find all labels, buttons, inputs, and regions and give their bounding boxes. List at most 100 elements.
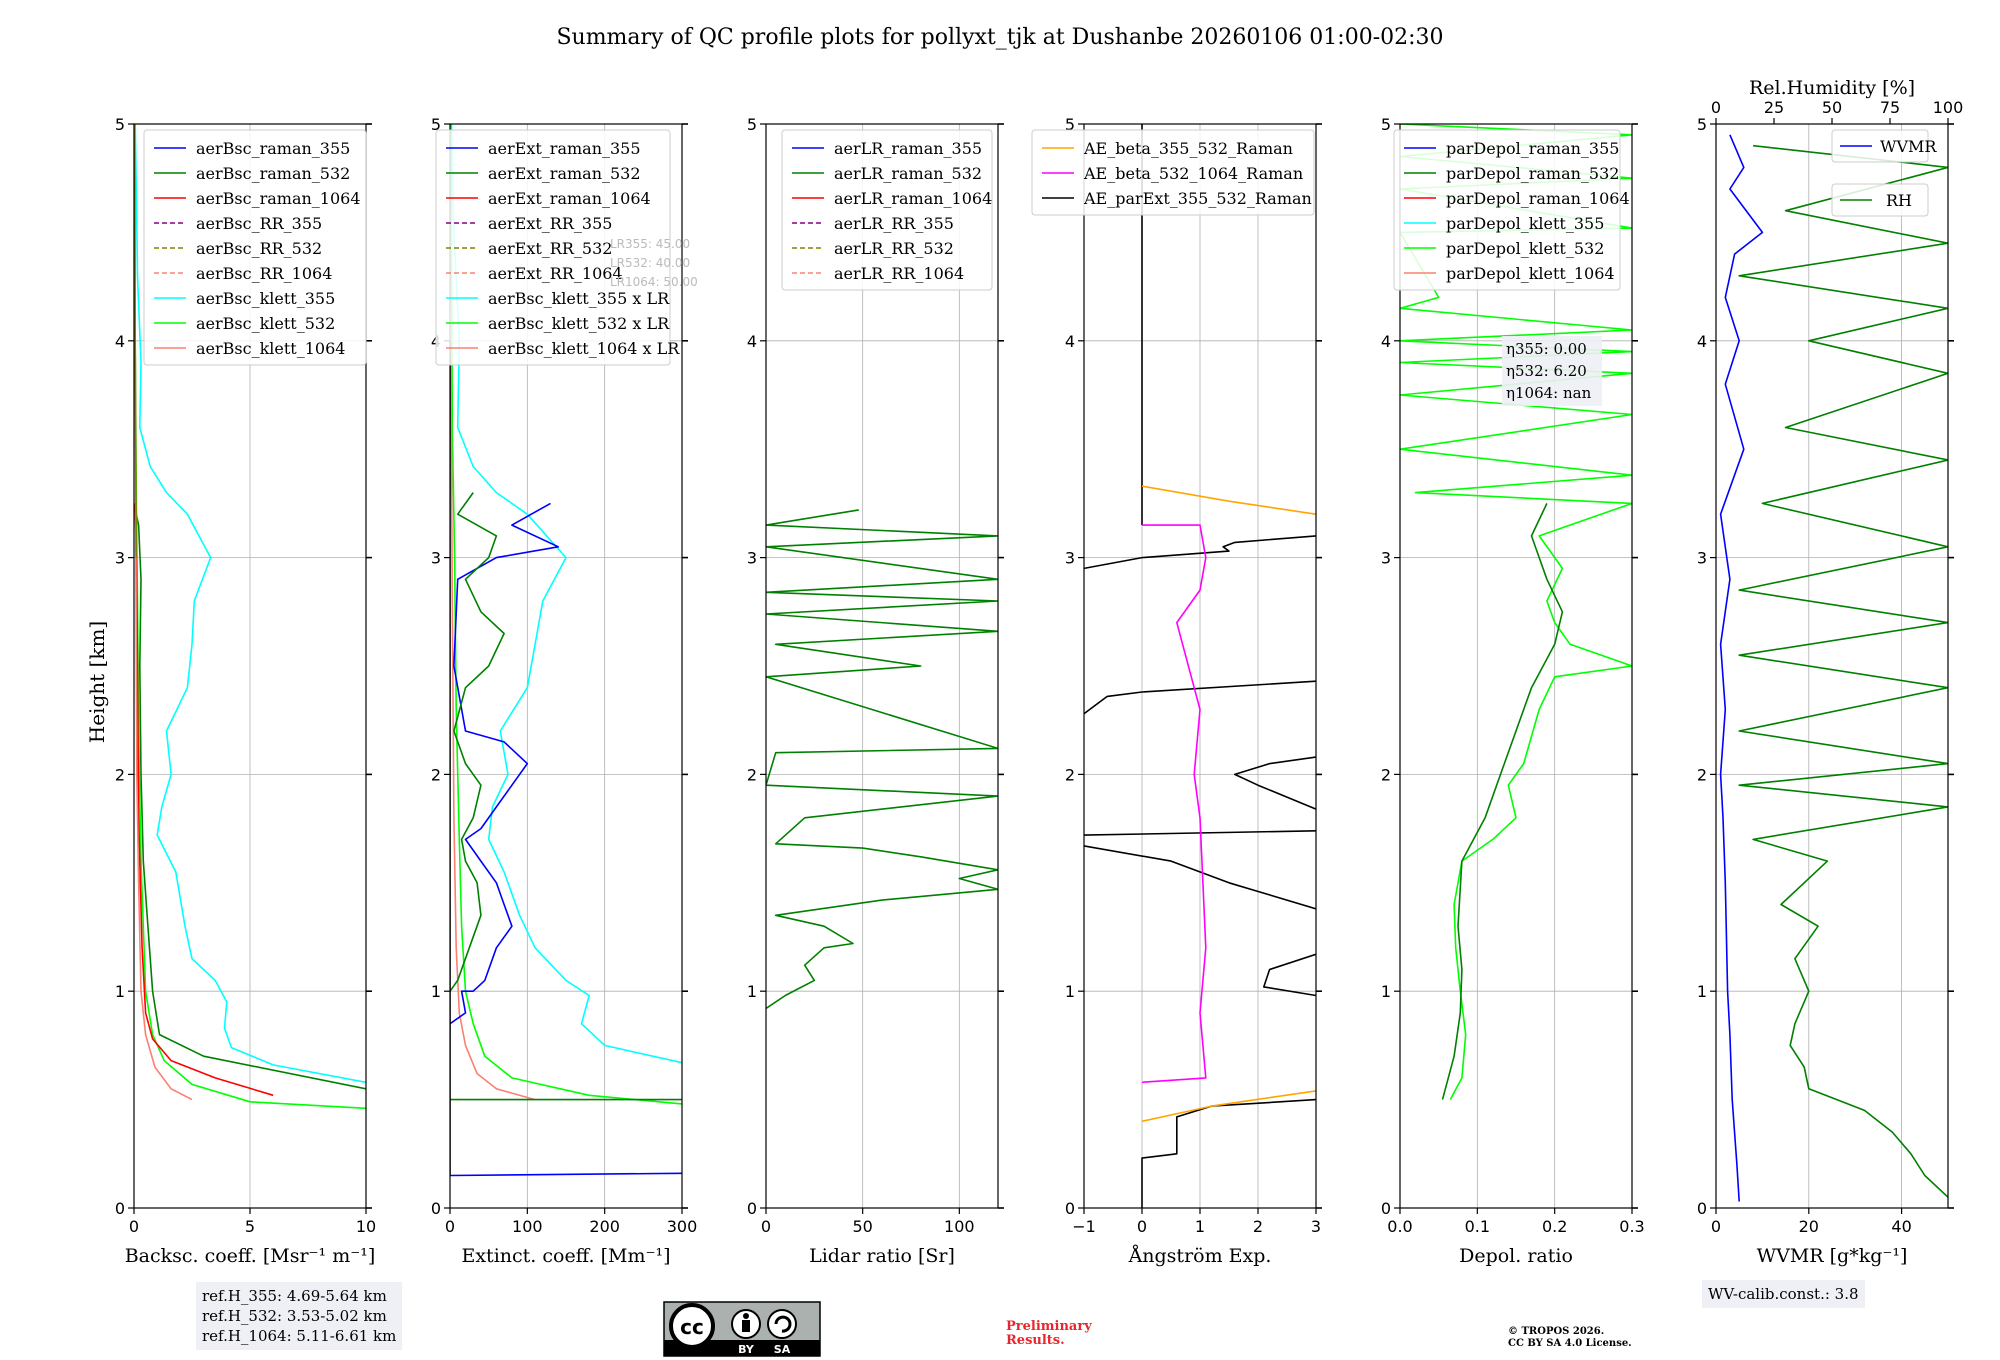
series-line-aerBsc_raman_1064 (134, 503, 274, 1097)
x-tick-label: 100 (512, 1217, 543, 1236)
y-tick-label: 0 (747, 1199, 757, 1218)
legend-label: aerBsc_klett_1064 (196, 339, 345, 358)
legend-label: aerBsc_RR_1064 (196, 264, 332, 283)
series-line-AE_parExt_355_532_Raman_b (1263, 953, 1316, 997)
series-line-aerExt_raman_532 (450, 492, 505, 992)
legend-box (143, 129, 367, 366)
legend-label: WVMR (1880, 137, 1937, 156)
x-tick-label: 0 (1137, 1217, 1147, 1236)
x-tick-label: 300 (667, 1217, 698, 1236)
y-axis-label: Height [km] (85, 621, 109, 743)
series-line-aerBsc_klett_1064 x LR (450, 340, 536, 1101)
y-tick-label: 2 (1381, 765, 1391, 784)
legend-label: aerLR_raman_1064 (834, 189, 992, 208)
series-line-WVMR (1719, 134, 1764, 1202)
series-line-parDepol_raman_532 (1441, 503, 1564, 1100)
y-tick-label: 2 (1065, 765, 1075, 784)
series-line-aerExt_raman_355_low (450, 1172, 682, 1177)
series-line-aerBsc_RR_532 (134, 124, 138, 558)
x-tick-label: 0.2 (1542, 1217, 1567, 1236)
y-tick-label: 0 (115, 1199, 125, 1218)
series-group (766, 509, 998, 1010)
y-tick-label: 2 (115, 765, 125, 784)
series-line-aerBsc_klett_355 (134, 124, 366, 1084)
legend-label: AE_beta_532_1064_Raman (1083, 164, 1303, 183)
series-line-AE_beta_532_1064_Raman (1141, 524, 1207, 1084)
x-tick-label: 50 (852, 1217, 872, 1236)
sa-icon (767, 1309, 797, 1339)
legend-label: aerBsc_raman_1064 (196, 189, 361, 208)
eta-annotation: η532: 6.20 (1506, 362, 1587, 380)
series-line-aerBsc_klett_532 x LR (450, 124, 682, 1105)
x2-axis-label: Rel.Humidity [%] (1749, 77, 1915, 99)
copyright-note: © TROPOS 2026. CC BY SA 4.0 License. (1508, 1326, 1632, 1350)
legend-label: aerBsc_klett_1064 x LR (488, 339, 680, 358)
y-tick-label: 0 (1065, 1199, 1075, 1218)
preliminary-line-2: Results. (1006, 1333, 1065, 1348)
series-line-AE_parExt_355_532_Raman_f (1084, 680, 1316, 715)
y-tick-label: 4 (1065, 332, 1075, 351)
legend-label: aerBsc_RR_532 (196, 239, 322, 258)
sa-label: SA (774, 1343, 791, 1356)
y-tick-label: 3 (115, 549, 125, 568)
y-tick-label: 5 (1381, 115, 1391, 134)
x-tick-label: 0 (1711, 1217, 1721, 1236)
cc-text: cc (680, 1315, 704, 1339)
x-axis-label: Ångström Exp. (1128, 1245, 1272, 1267)
y-tick-label: 4 (1697, 332, 1707, 351)
legend-label: aerLR_RR_1064 (834, 264, 964, 283)
x-tick-label: 200 (589, 1217, 620, 1236)
y-tick-label: 1 (431, 982, 441, 1001)
y-tick-label: 2 (747, 765, 757, 784)
series-line-RH (1738, 144, 1948, 1198)
x-tick-label: 20 (1799, 1217, 1819, 1236)
x-tick-label: 0.0 (1387, 1217, 1412, 1236)
x-tick-label: 40 (1891, 1217, 1911, 1236)
series-line-aerLR_raman_532 (766, 509, 998, 1010)
ref-height-1064: ref.H_1064: 5.11-6.61 km (202, 1327, 397, 1345)
legend-box (435, 129, 671, 366)
legend-label: aerExt_raman_355 (488, 139, 641, 158)
legend-label: aerBsc_klett_355 x LR (488, 289, 670, 308)
lidar-ratio-annotation: LR1064: 50.00 (610, 275, 698, 289)
eta-annotation: η355: 0.00 (1506, 340, 1587, 358)
y-tick-label: 1 (747, 982, 757, 1001)
x-tick-label: 0.3 (1619, 1217, 1644, 1236)
x-tick-label: 100 (944, 1217, 975, 1236)
legend-label: parDepol_raman_355 (1446, 139, 1619, 158)
legend-label: parDepol_klett_355 (1446, 214, 1604, 233)
legend-label: aerBsc_klett_355 (196, 289, 335, 308)
x-tick-label: 0 (761, 1217, 771, 1236)
y-tick-label: 1 (1697, 982, 1707, 1001)
x2-tick-label: 0 (1711, 98, 1721, 117)
legend-label: aerLR_raman_355 (834, 139, 982, 158)
panel-wv: 0 20 40 0 1 2 3 4 5 WVMR [g*kg⁻¹] 0 25 50 75 100 Rel.Hu… (1697, 77, 1963, 1267)
x2-tick-label: 100 (1933, 98, 1964, 117)
figure-title: Summary of QC profile plots for pollyxt_… (556, 25, 1443, 50)
legend-box (1831, 129, 1929, 163)
legend-label: aerExt_RR_355 (488, 214, 612, 233)
y-tick-label: 3 (747, 549, 757, 568)
y-tick-label: 3 (431, 549, 441, 568)
y-tick-label: 5 (1697, 115, 1707, 134)
series-line-AE_parExt_355_532_Raman_g (1084, 535, 1316, 570)
series-line-AE_parExt_355_532_Raman_e (1234, 756, 1316, 810)
legend-label: RH (1886, 191, 1912, 210)
series-line-AE_beta_355_532_Raman_b (1141, 485, 1316, 515)
panel-depol: 0.0 0.1 0.2 0.3 0 1 2 3 4 5 Depol. ratio parDepol_r… (1381, 115, 1645, 1267)
legend-label: aerBsc_RR_355 (196, 214, 322, 233)
x-tick-label: 3 (1311, 1217, 1321, 1236)
series-group (450, 124, 682, 1177)
eta-annotation: η1064: nan (1506, 384, 1592, 402)
x-axis-label: Backsc. coeff. [Msr⁻¹ m⁻¹] (125, 1245, 376, 1267)
y-tick-label: 5 (747, 115, 757, 134)
lidar-ratio-annotation: LR532: 40.00 (610, 256, 690, 270)
x-tick-label: 1 (1195, 1217, 1205, 1236)
series-line-AE_parExt_355_532_Raman (1141, 1098, 1316, 1208)
cc-license-badge[interactable]: cc BY SA (663, 1301, 821, 1357)
legend-label: aerLR_raman_532 (834, 164, 982, 183)
x-tick-label: 0.1 (1465, 1217, 1490, 1236)
x2-tick-label: 25 (1764, 98, 1784, 117)
